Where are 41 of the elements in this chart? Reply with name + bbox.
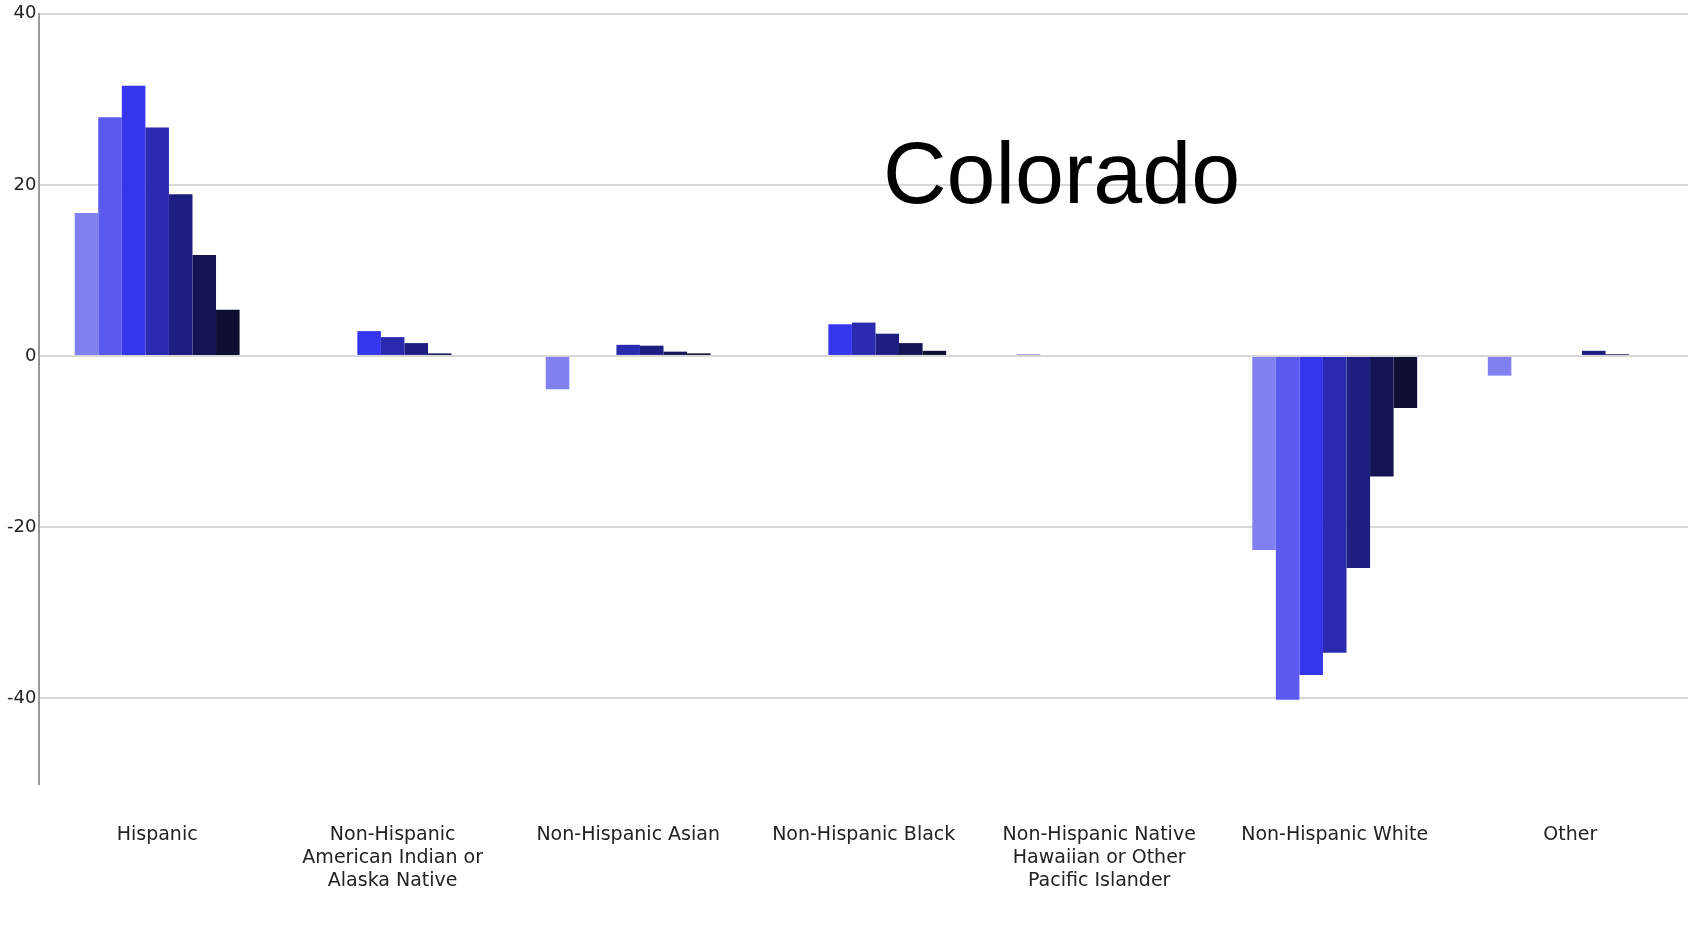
bar [1393,356,1418,409]
bar [1322,356,1347,653]
x-tick-label: Hispanic [116,821,198,844]
y-tick-label: -40 [6,685,37,707]
bar [1299,356,1323,675]
bar [616,344,640,355]
x-tick-label: Other [1543,821,1598,844]
bar [192,255,217,355]
bar [875,333,900,355]
y-tick-label: 0 [24,343,37,365]
x-tick-label: Non-Hispanic Native Hawaiian or Other Pacific Islander [1002,821,1196,890]
bar [216,309,240,355]
bar [121,85,146,355]
bar [1582,350,1606,355]
y-tick-label: 20 [13,172,37,194]
bar [639,345,664,355]
bar [98,117,122,355]
x-tick-label: Non-Hispanic American Indian or Alaska Native [302,821,484,890]
bar [380,337,405,355]
bar [1370,356,1394,477]
bar [357,331,381,355]
x-tick-label: Non-Hispanic Black [772,821,956,844]
bar [663,351,688,355]
text: Colorado [882,123,1241,223]
y-tick-label: -20 [6,514,37,536]
x-tick-label: Non-Hispanic White [1241,821,1429,844]
bar [545,356,570,390]
bar [1275,356,1300,700]
bar [1487,356,1512,376]
bar [74,213,99,355]
bar [851,322,876,355]
x-tick-label: Non-Hispanic Asian [536,821,720,844]
bar [1346,356,1371,569]
bar [899,343,923,355]
bar [404,343,428,355]
bar [1252,356,1276,551]
bar [168,194,193,355]
y-tick-label: 40 [13,1,37,23]
bar [145,127,169,355]
bar [828,324,852,355]
bar [922,350,947,355]
